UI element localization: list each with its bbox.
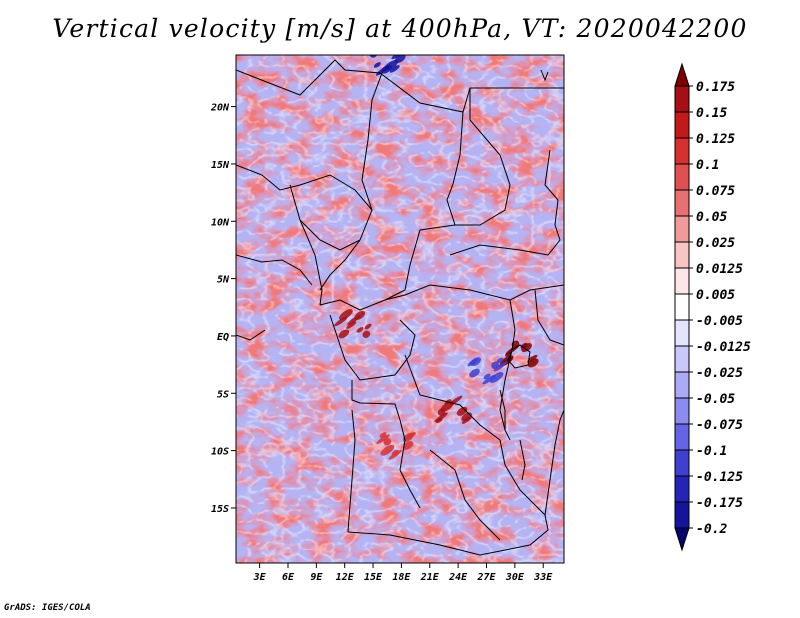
x-tick-label: 30E [505, 572, 525, 583]
colorbar-label: -0.005 [696, 314, 743, 329]
colorbar-label: 0.175 [696, 80, 735, 95]
x-tick-label: 33E [533, 572, 553, 583]
grads-credit: GrADS: IGES/COLA [4, 603, 91, 613]
colorbar-segment [674, 371, 690, 399]
field-blob [380, 444, 395, 456]
field-blob [470, 357, 481, 367]
colorbar-label: 0.075 [696, 184, 735, 199]
y-tick-label: 5N [217, 275, 230, 286]
y-tick-label: 15N [211, 160, 230, 171]
colorbar-segment [674, 345, 690, 373]
field-blob [389, 65, 400, 73]
colorbar-label: -0.175 [696, 496, 743, 511]
field-blob [493, 361, 507, 372]
colorbar-label: 0.025 [696, 236, 735, 251]
y-tick-label: 10S [211, 447, 229, 458]
colorbar-segment [674, 137, 690, 165]
field-blob [346, 321, 357, 329]
colorbar-label: 0.0125 [696, 262, 743, 277]
colorbar-segment [674, 241, 690, 269]
lakes [499, 69, 549, 481]
colorbar-label: 0.05 [696, 210, 727, 225]
field-texture [236, 55, 564, 563]
field-blob [527, 354, 538, 363]
field-blob [369, 55, 378, 58]
x-axis: 3E 6E 9E 12E 15E 18E 21E 24E 27E 30E 33E [253, 563, 553, 583]
colorbar-segment [674, 163, 690, 191]
colorbar-segment [674, 501, 690, 529]
field-blob [440, 400, 455, 412]
field-blob [402, 440, 414, 450]
colorbar-segment [674, 293, 690, 321]
colorbar-label: 0.005 [696, 288, 735, 303]
field-blob [483, 373, 491, 380]
colorbar-segment [674, 397, 690, 425]
field-blob [364, 323, 372, 330]
map-panel [236, 47, 564, 563]
y-tick-label: 20N [210, 103, 230, 114]
y-axis: 20N 15N 10N 5N EQ 5S 10S 15S [210, 103, 236, 515]
field-blob [391, 55, 405, 60]
colorbar-label: 0.125 [696, 132, 735, 147]
field-blob [434, 412, 448, 423]
colorbar-segment [674, 423, 690, 451]
field-blob [394, 55, 406, 63]
field-blobs [334, 47, 539, 460]
field-blob [376, 434, 390, 445]
colorbar-segment [674, 111, 690, 139]
x-tick-label: 27E [476, 572, 496, 583]
colorbar-label: -0.0125 [696, 340, 751, 355]
colorbar-label: -0.1 [696, 444, 727, 459]
colorbar-label: 0.15 [696, 106, 727, 121]
colorbar-segment [674, 475, 690, 503]
colorbar-segment [674, 85, 690, 113]
field-blob [496, 357, 504, 364]
x-tick-label: 21E [420, 572, 440, 583]
y-tick-label: 15S [211, 504, 229, 515]
colorbar-segment [674, 449, 690, 477]
colorbar-extend-bottom [674, 527, 690, 552]
field-blob [339, 309, 353, 320]
field-blob [521, 343, 532, 353]
colorbar-label: -0.2 [696, 522, 727, 537]
colorbar-extend-top [674, 62, 690, 87]
field-blob [347, 315, 361, 325]
field-blob [391, 449, 399, 456]
colorbar-segment [674, 189, 690, 217]
field-blob [362, 330, 371, 338]
colorbar-label: -0.05 [696, 392, 735, 407]
field-blob [338, 329, 350, 339]
y-tick-label: 5S [217, 389, 229, 400]
colorbar-label: 0.1 [696, 158, 719, 173]
field-blob [370, 47, 379, 55]
colorbar-segment [674, 267, 690, 295]
field-blob [469, 368, 480, 378]
field-blob [489, 372, 504, 383]
field-blob [379, 432, 387, 438]
x-tick-label: 15E [364, 572, 383, 583]
country-borders [236, 59, 564, 556]
colorbar-label: -0.125 [696, 470, 743, 485]
colorbar-label: -0.025 [696, 366, 743, 381]
field-blob [383, 438, 392, 446]
x-tick-label: 12E [336, 572, 355, 583]
map-frame [235, 54, 565, 564]
colorbar-segment [674, 319, 690, 347]
chart-title: Vertical velocity [m/s] at 400hPa, VT: 2… [52, 14, 748, 43]
field-blob [356, 327, 364, 333]
field-blob [373, 62, 381, 68]
x-tick-label: 9E [310, 572, 323, 583]
x-tick-label: 24E [448, 572, 468, 583]
colorbar-segment [674, 215, 690, 243]
x-tick-label: 6E [282, 572, 295, 583]
y-tick-label: 10N [211, 217, 230, 228]
colorbar-label: -0.075 [696, 418, 743, 433]
x-tick-label: 18E [392, 572, 411, 583]
x-tick-label: 3E [253, 572, 267, 583]
field-blob [402, 433, 414, 442]
colorbar: 0.175 0.15 0.125 0.1 0.075 0.05 0.025 0.0125 0.0… [674, 62, 751, 552]
y-tick-label: EQ [217, 332, 229, 343]
